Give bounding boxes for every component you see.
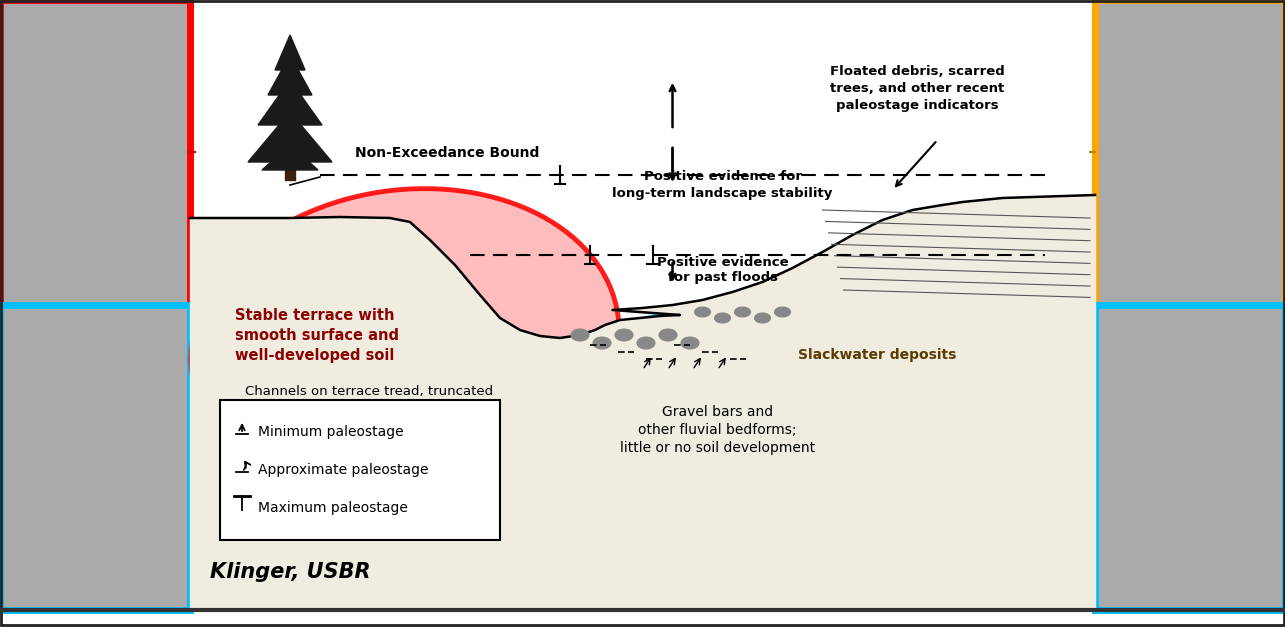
Bar — [190, 0, 1095, 610]
Ellipse shape — [659, 329, 677, 341]
Bar — [1095, 0, 1285, 305]
Polygon shape — [269, 55, 312, 95]
Text: Floated debris, scarred
trees, and other recent
paleostage indicators: Floated debris, scarred trees, and other… — [830, 65, 1005, 112]
Ellipse shape — [694, 307, 711, 317]
Text: Approximate paleostage: Approximate paleostage — [258, 463, 428, 477]
Polygon shape — [248, 112, 332, 162]
Ellipse shape — [637, 337, 655, 349]
Polygon shape — [258, 80, 323, 125]
Text: Channels on terrace tread, truncated
soil profiles, and other evidence
of erosio: Channels on terrace tread, truncated soi… — [245, 385, 493, 430]
Ellipse shape — [735, 307, 750, 317]
Text: Klinger, USBR: Klinger, USBR — [209, 562, 370, 582]
Text: Gravel bars and
other fluvial bedforms;
little or no soil development: Gravel bars and other fluvial bedforms; … — [619, 404, 815, 455]
Ellipse shape — [532, 310, 902, 530]
Ellipse shape — [616, 329, 634, 341]
Ellipse shape — [753, 272, 1002, 438]
Text: Slackwater deposits: Slackwater deposits — [798, 348, 957, 362]
Ellipse shape — [714, 313, 730, 323]
Text: Maximum paleostage: Maximum paleostage — [258, 501, 407, 515]
Polygon shape — [262, 145, 317, 170]
Ellipse shape — [571, 329, 589, 341]
Bar — [0, 305, 190, 610]
Text: Minimum paleostage: Minimum paleostage — [258, 425, 403, 439]
Ellipse shape — [681, 337, 699, 349]
Bar — [220, 400, 500, 540]
Bar — [1095, 305, 1285, 610]
Text: Positive evidence for
long-term landscape stability: Positive evidence for long-term landscap… — [613, 171, 833, 199]
Ellipse shape — [191, 189, 619, 502]
Text: Stable terrace with
smooth surface and
well-developed soil: Stable terrace with smooth surface and w… — [235, 308, 400, 362]
Ellipse shape — [775, 307, 790, 317]
Bar — [0, 0, 190, 305]
Ellipse shape — [754, 313, 771, 323]
Text: Positive evidence
for past floods: Positive evidence for past floods — [657, 255, 788, 285]
Ellipse shape — [592, 337, 610, 349]
Polygon shape — [275, 35, 305, 70]
Text: Non-Exceedance Bound: Non-Exceedance Bound — [355, 146, 540, 160]
